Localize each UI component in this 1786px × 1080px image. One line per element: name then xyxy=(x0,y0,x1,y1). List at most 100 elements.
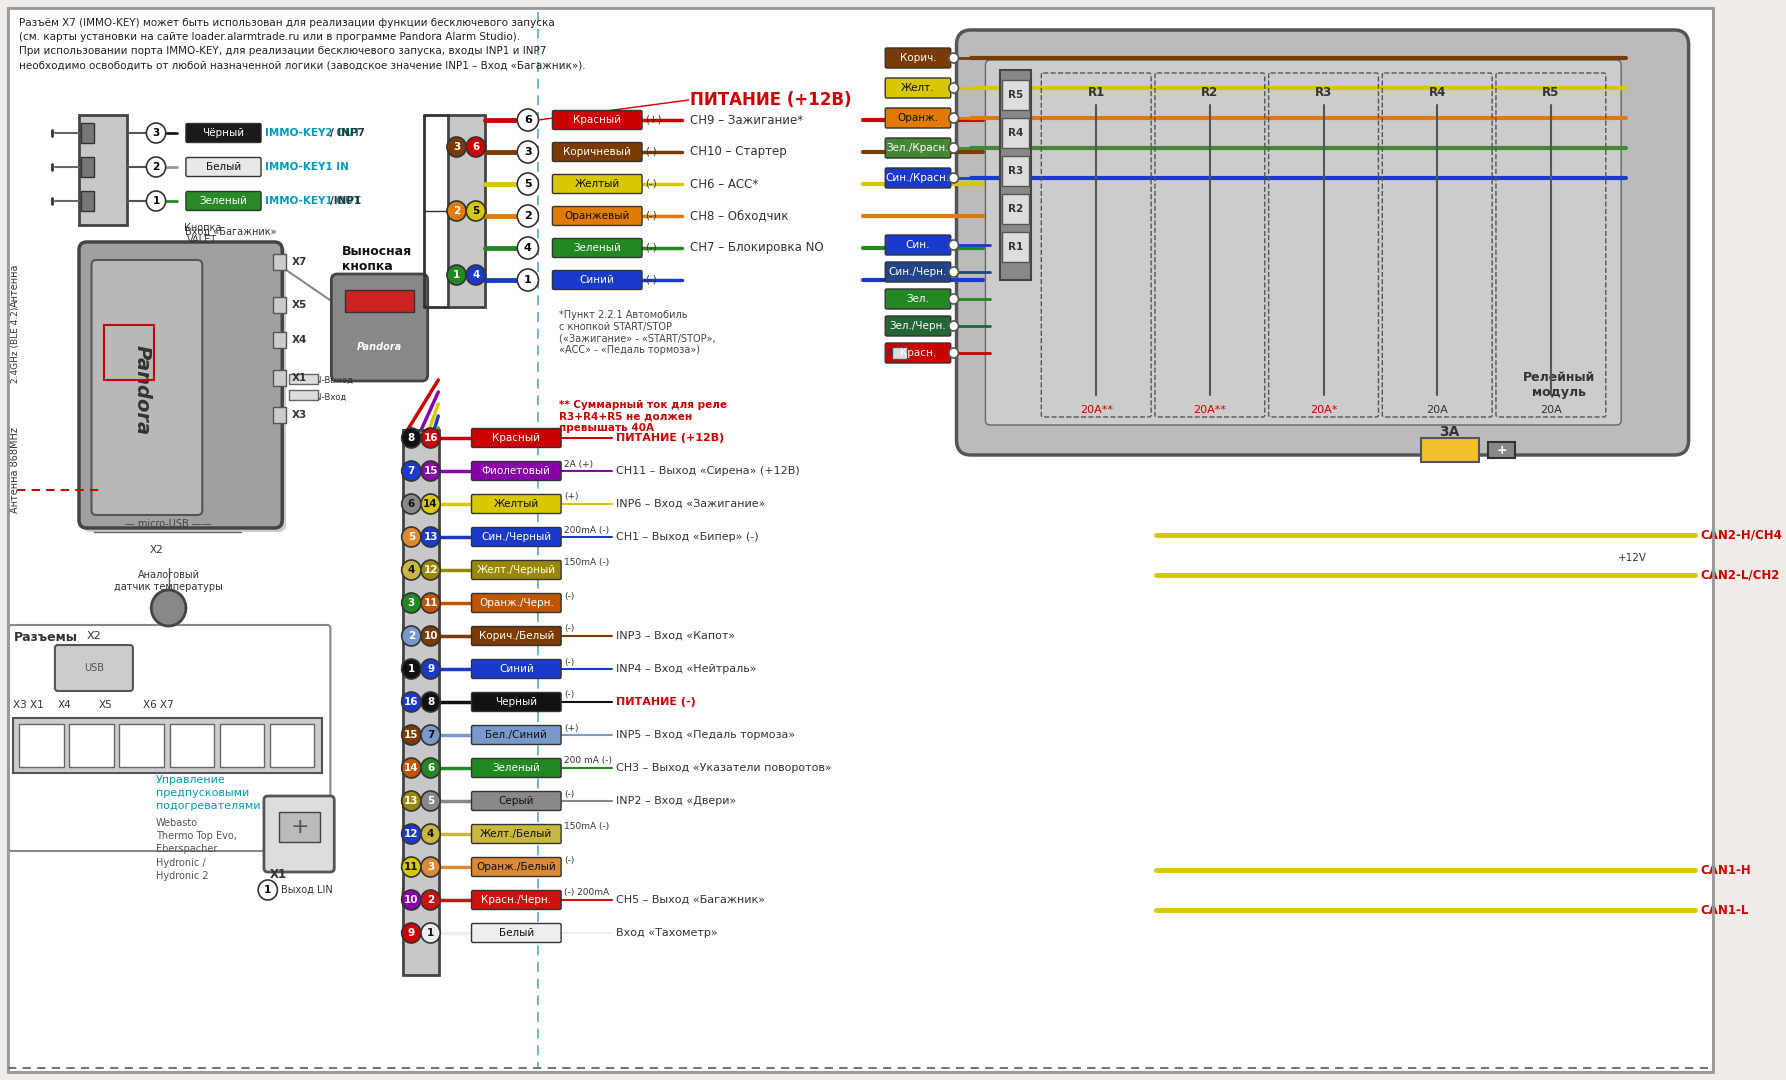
Circle shape xyxy=(402,791,421,811)
Circle shape xyxy=(421,461,439,481)
Text: *Пункт 2.2.1 Автомобиль
с кнопкой START/STOP
(«Зажигание» - «START/STOP»,
«АСС» : *Пункт 2.2.1 Автомобиль с кнопкой START/… xyxy=(559,310,716,355)
Text: (-): (-) xyxy=(564,789,575,798)
Text: R2: R2 xyxy=(1202,86,1218,99)
Text: IMMO-KEY2 OUT: IMMO-KEY2 OUT xyxy=(264,129,361,138)
Circle shape xyxy=(948,321,959,330)
FancyBboxPatch shape xyxy=(886,78,950,98)
Text: — micro-USB ——: — micro-USB —— xyxy=(125,519,213,529)
Text: Чёрный: Чёрный xyxy=(202,129,245,138)
Bar xyxy=(289,390,318,400)
Circle shape xyxy=(146,123,166,143)
Circle shape xyxy=(402,428,421,448)
Circle shape xyxy=(421,725,439,745)
FancyBboxPatch shape xyxy=(82,246,286,532)
Text: 20A: 20A xyxy=(1540,405,1561,415)
Circle shape xyxy=(948,143,959,153)
FancyBboxPatch shape xyxy=(472,824,561,843)
Bar xyxy=(289,374,318,384)
Text: 15: 15 xyxy=(404,730,418,740)
Text: INP4 – Вход «Нейтраль»: INP4 – Вход «Нейтраль» xyxy=(616,664,757,674)
Text: 3: 3 xyxy=(523,147,532,157)
FancyBboxPatch shape xyxy=(472,692,561,712)
Text: Вход «Багажник»: Вход «Багажник» xyxy=(186,227,277,237)
Circle shape xyxy=(948,83,959,93)
Text: CAN2-L/CH2: CAN2-L/CH2 xyxy=(1700,568,1779,581)
Text: R4: R4 xyxy=(1007,129,1023,138)
Text: R3: R3 xyxy=(1007,166,1023,176)
Text: 14: 14 xyxy=(423,499,438,509)
Bar xyxy=(120,724,164,767)
Circle shape xyxy=(518,173,538,195)
Text: INP3 – Вход «Капот»: INP3 – Вход «Капот» xyxy=(616,631,736,642)
Circle shape xyxy=(402,561,421,580)
Text: R1: R1 xyxy=(1088,86,1106,99)
Bar xyxy=(20,724,64,767)
Text: IMMO-KEY1 OUT: IMMO-KEY1 OUT xyxy=(264,195,361,206)
Text: 7: 7 xyxy=(407,465,414,476)
Text: 150mA (-): 150mA (-) xyxy=(564,823,609,832)
Text: (-): (-) xyxy=(564,658,575,666)
Text: ПИТАНИЕ (+12В): ПИТАНИЕ (+12В) xyxy=(689,91,852,109)
Circle shape xyxy=(466,137,486,157)
Circle shape xyxy=(421,758,439,778)
Text: 9: 9 xyxy=(407,928,414,939)
FancyBboxPatch shape xyxy=(55,645,132,691)
Text: X3 X1: X3 X1 xyxy=(14,700,45,710)
Text: 1: 1 xyxy=(427,928,434,939)
Bar xyxy=(80,191,95,211)
Text: 150mA (-): 150mA (-) xyxy=(564,558,609,567)
Circle shape xyxy=(421,923,439,943)
Text: 5: 5 xyxy=(427,796,434,806)
Text: Зел./Черн.: Зел./Черн. xyxy=(889,321,947,330)
Text: Зел.: Зел. xyxy=(907,294,929,303)
FancyBboxPatch shape xyxy=(886,316,950,336)
Text: X7: X7 xyxy=(291,257,307,267)
Text: Оранж./Белый: Оранж./Белый xyxy=(477,862,555,872)
Bar xyxy=(279,812,320,842)
FancyBboxPatch shape xyxy=(472,429,561,447)
Circle shape xyxy=(421,593,439,613)
FancyBboxPatch shape xyxy=(472,792,561,810)
FancyBboxPatch shape xyxy=(472,527,561,546)
Text: 4: 4 xyxy=(427,829,434,839)
Text: X5: X5 xyxy=(98,700,113,710)
Text: 2: 2 xyxy=(454,206,461,216)
FancyBboxPatch shape xyxy=(552,110,641,130)
Text: R1: R1 xyxy=(1007,242,1023,252)
Text: Аналоговый
датчик температуры: Аналоговый датчик температуры xyxy=(114,570,223,592)
Circle shape xyxy=(259,880,277,900)
Circle shape xyxy=(146,157,166,177)
Text: (-): (-) xyxy=(645,179,657,189)
Circle shape xyxy=(948,348,959,357)
Bar xyxy=(1422,438,1479,462)
Bar xyxy=(891,347,907,359)
FancyBboxPatch shape xyxy=(472,594,561,612)
Text: CAN1-H: CAN1-H xyxy=(1700,864,1750,877)
Circle shape xyxy=(402,494,421,514)
Circle shape xyxy=(402,758,421,778)
Text: 2: 2 xyxy=(523,211,532,221)
FancyBboxPatch shape xyxy=(472,726,561,744)
Text: 1: 1 xyxy=(523,275,532,285)
Circle shape xyxy=(402,527,421,546)
Text: Син./Черный: Син./Черный xyxy=(480,532,552,542)
Text: +: + xyxy=(291,816,309,837)
Text: 3А: 3А xyxy=(1440,426,1459,438)
FancyBboxPatch shape xyxy=(886,168,950,188)
Text: Разъемы: Разъемы xyxy=(14,631,77,644)
Circle shape xyxy=(152,590,186,626)
Bar xyxy=(14,718,321,773)
Text: Красн.: Красн. xyxy=(900,348,936,357)
Circle shape xyxy=(518,141,538,163)
Text: Зеленый: Зеленый xyxy=(573,243,622,253)
Text: Фиолетовый: Фиолетовый xyxy=(482,465,550,476)
FancyBboxPatch shape xyxy=(552,270,641,289)
Text: Белый: Белый xyxy=(498,928,534,939)
Text: Релейный
модуль: Релейный модуль xyxy=(1522,372,1595,399)
Text: 1: 1 xyxy=(152,195,159,206)
FancyBboxPatch shape xyxy=(472,461,561,481)
Circle shape xyxy=(402,692,421,712)
Text: Синий: Синий xyxy=(580,275,614,285)
Bar xyxy=(70,724,114,767)
Text: INP5 – Вход «Педаль тормоза»: INP5 – Вход «Педаль тормоза» xyxy=(616,730,795,740)
